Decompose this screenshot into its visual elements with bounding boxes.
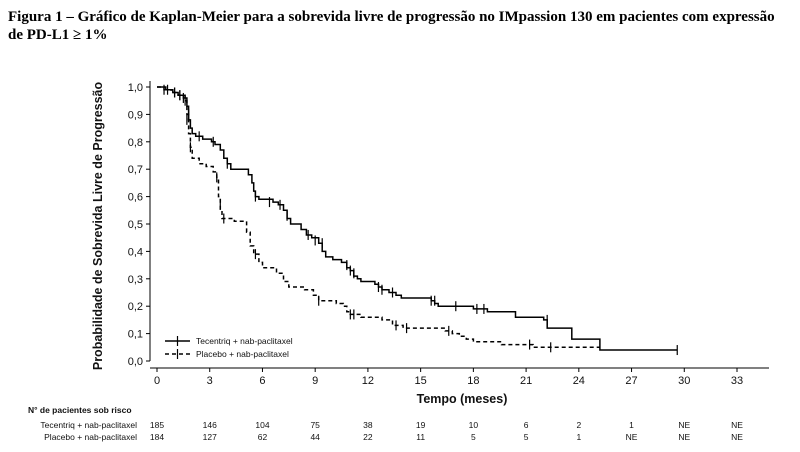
risk-cell: 104	[255, 420, 269, 430]
risk-cell: 10	[469, 420, 479, 430]
x-tick-label: 9	[312, 375, 318, 387]
risk-cell: 2	[576, 420, 581, 430]
risk-cell: 5	[471, 432, 476, 442]
x-tick-label: 3	[207, 375, 213, 387]
risk-cell: 44	[310, 432, 320, 442]
y-tick-label: 0,7	[128, 164, 143, 176]
risk-cell: 11	[416, 432, 425, 442]
legend-entry-2: Placebo + nab-paclitaxel	[196, 349, 289, 359]
risk-cell: NE	[678, 432, 690, 442]
risk-cell: 1	[629, 420, 634, 430]
x-tick-label: 6	[259, 375, 265, 387]
series-line-1	[157, 86, 678, 351]
series-layer	[157, 84, 678, 356]
risk-table: N° de pacientes sob risco Tecentriq + nab…	[28, 405, 743, 442]
x-tick-label: 30	[678, 375, 690, 387]
y-tick-label: 0,0	[128, 356, 143, 368]
risk-cell: 146	[203, 420, 217, 430]
x-tick-label: 24	[573, 375, 585, 387]
legend: Tecentriq + nab-paclitaxel Placebo + nab-…	[165, 336, 293, 359]
x-tick-label: 33	[731, 375, 743, 387]
risk-row-label: Tecentriq + nab-paclitaxel	[40, 420, 137, 430]
y-tick-label: 0,2	[128, 301, 143, 313]
y-axis-title: Probabilidade de Sobrevida Livre de Prog…	[91, 81, 105, 370]
risk-table-title: N° de pacientes sob risco	[28, 405, 132, 415]
y-tick-label: 0,4	[128, 246, 143, 258]
risk-cell: NE	[678, 420, 690, 430]
x-tick-label: 0	[154, 375, 160, 387]
series-line-2	[157, 86, 600, 349]
y-tick-label: 0,6	[128, 192, 143, 204]
x-tick-label: 21	[520, 375, 532, 387]
risk-cell: NE	[731, 420, 743, 430]
legend-entry-1: Tecentriq + nab-paclitaxel	[196, 336, 293, 346]
risk-cell: 127	[203, 432, 217, 442]
risk-cell: NE	[626, 432, 638, 442]
risk-cell: 6	[524, 420, 529, 430]
risk-cell: 75	[310, 420, 320, 430]
y-tick-label: 1,0	[128, 82, 143, 94]
y-tick-label: 0,9	[128, 109, 143, 121]
x-axis-title: Tempo (meses)	[417, 392, 508, 406]
x-tick-label: 12	[362, 375, 374, 387]
y-tick-label: 0,1	[128, 329, 143, 341]
y-tick-label: 0,8	[128, 137, 143, 149]
x-tick-label: 18	[467, 375, 479, 387]
risk-row-label: Placebo + nab-paclitaxel	[44, 432, 137, 442]
y-tick-label: 0,5	[128, 219, 143, 231]
risk-cell: 1	[576, 432, 581, 442]
figure-caption: Figura 1 – Gráfico de Kaplan-Meier para …	[8, 9, 775, 43]
risk-cell: 22	[363, 432, 373, 442]
y-tick-label: 0,3	[128, 274, 143, 286]
risk-cell: 185	[150, 420, 164, 430]
risk-cell: 184	[150, 432, 164, 442]
x-tick-label: 27	[625, 375, 637, 387]
risk-cell: 62	[258, 432, 268, 442]
x-tick-label: 15	[415, 375, 427, 387]
risk-cell: 5	[524, 432, 529, 442]
risk-cell: 19	[416, 420, 426, 430]
axes-layer: 0,0 0,1 0,2 0,3 0,4 0,5 0,6 0,7 0,8 0,9 1,0 0 3 6 9 12 1…	[91, 81, 769, 406]
risk-cell: 38	[363, 420, 373, 430]
risk-cell: NE	[731, 432, 743, 442]
